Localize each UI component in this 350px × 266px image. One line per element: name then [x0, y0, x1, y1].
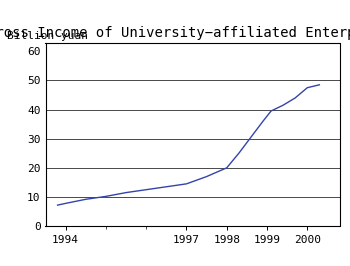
Text: Billion yuan: Billion yuan [7, 31, 88, 41]
Title: Gross Income of University−affiliated Enterprises: Gross Income of University−affiliated En… [0, 26, 350, 40]
